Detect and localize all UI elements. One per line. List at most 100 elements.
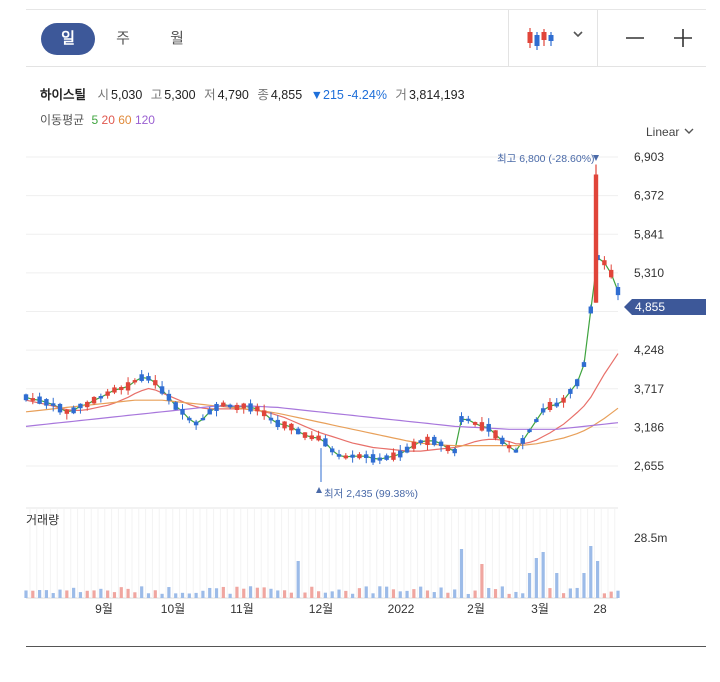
volume-bar [85, 590, 89, 598]
x-tick-label: 28 [593, 602, 607, 616]
volume-bar [303, 592, 307, 598]
tab-month[interactable]: 월 [170, 30, 184, 47]
candle-body [180, 408, 185, 415]
y-tick-label: 5,841 [634, 227, 664, 241]
volume-bar [419, 586, 423, 598]
volume-bar [344, 590, 348, 598]
candle-body [125, 382, 131, 391]
toolbar-divider [597, 10, 598, 66]
x-tick-label: 2월 [467, 602, 485, 616]
price-summary: 하이스틸 시 5,030 고 5,300 저 4,790 종 4,855 ▼215 -4… [40, 84, 470, 103]
chevron-down-icon[interactable] [571, 27, 585, 41]
candle-body [561, 397, 566, 403]
volume-bar [146, 593, 151, 598]
candle-body [608, 269, 614, 278]
candle-body [146, 376, 151, 381]
candle-body [438, 441, 444, 447]
candle-body [540, 408, 546, 413]
volume-bar [140, 586, 144, 598]
volume-bar [72, 587, 76, 598]
volume-bar [473, 590, 477, 598]
zoom-out-button[interactable] [623, 26, 647, 50]
candlestick-icon[interactable] [526, 26, 554, 52]
candle-body [57, 403, 63, 413]
volume-bar [31, 590, 35, 598]
peak-candle-body [593, 174, 599, 303]
high-annotation: 최고 6,800 (-28.60%) [497, 153, 595, 165]
bottom-divider [26, 646, 706, 647]
volume-bar [316, 591, 321, 598]
ma120-line [25, 405, 619, 430]
volume-bar [214, 588, 219, 598]
candle-body [261, 410, 267, 417]
volume-bar [425, 590, 430, 598]
volume-axis-tick: 28.5m [634, 531, 667, 545]
candle-body [479, 422, 485, 431]
candle-body [588, 306, 593, 314]
candle-body [200, 417, 206, 421]
volume-bar [466, 593, 470, 598]
candle-body [153, 380, 158, 386]
candle-body [459, 416, 464, 423]
volume-bar [357, 588, 362, 598]
volume-bar [38, 590, 42, 598]
candle-body [255, 406, 260, 412]
candle-body [139, 374, 144, 381]
volume-bar [575, 587, 579, 598]
open-label: 시 [97, 88, 110, 102]
volume-bar [167, 587, 171, 598]
candle-body [615, 287, 621, 296]
volume-bar [289, 592, 293, 598]
minus-icon [626, 37, 644, 39]
candle-body [85, 401, 90, 408]
candle-body [302, 432, 308, 438]
volume-bar [242, 588, 246, 598]
ma60-line [25, 399, 619, 447]
candle-body [193, 421, 199, 426]
volume-bar [160, 593, 164, 598]
ma-legend-60: 60 [118, 113, 132, 127]
tab-day[interactable]: 일 [41, 23, 95, 55]
candle-body [445, 445, 451, 452]
candle-body [370, 454, 376, 463]
candle-body [520, 438, 525, 444]
candle-body [268, 417, 274, 421]
candle-body [316, 435, 321, 441]
tab-week[interactable]: 주 [116, 30, 130, 47]
volume-bar [248, 586, 253, 598]
volume-bar [595, 561, 600, 598]
ma-legend-5: 5 [91, 113, 99, 127]
candle-body [466, 418, 471, 421]
volume-bar [527, 573, 532, 598]
candle-body [486, 423, 491, 432]
y-tick-label: 4,248 [634, 343, 664, 357]
y-tick-label: 6,372 [634, 189, 664, 203]
candle-body [173, 402, 178, 410]
low-value: 4,790 [217, 88, 249, 102]
close-label: 종 [257, 88, 269, 102]
candle-body [377, 457, 383, 461]
scale-mode-select[interactable]: Linear [646, 125, 695, 139]
volume-bar [453, 589, 457, 598]
volume-label: 거 [395, 88, 407, 102]
candle-body [166, 393, 172, 401]
volume-bar [78, 592, 83, 598]
zoom-in-button[interactable] [671, 26, 695, 50]
volume-bar [119, 587, 123, 598]
high-label: 고 [150, 88, 163, 102]
candle-body [500, 437, 505, 445]
price-change: ▼215 -4.24% [310, 88, 387, 102]
candle-body [64, 409, 70, 414]
volume-bar [126, 588, 130, 598]
x-tick-label: 11월 [230, 602, 254, 616]
volume-bar [99, 588, 103, 598]
volume-bar [180, 592, 185, 598]
volume-bar [582, 573, 586, 598]
volume-bar [255, 587, 259, 598]
x-tick-label: 3월 [531, 602, 549, 616]
volume-bar [385, 586, 389, 598]
candle-body [30, 398, 36, 401]
candle-body [364, 454, 369, 459]
volume-bar [487, 587, 491, 598]
